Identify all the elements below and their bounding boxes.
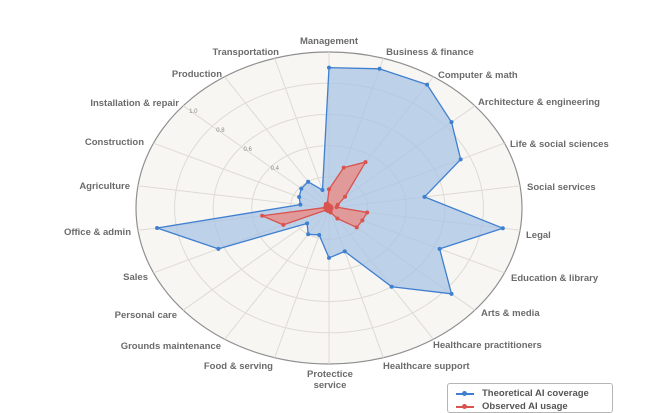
grid-spoke — [182, 207, 330, 311]
data-point — [320, 188, 325, 193]
data-point — [341, 165, 346, 170]
data-point — [334, 205, 339, 210]
data-point — [389, 284, 394, 289]
radar-chart: 0.4 0.6 0.8 1.0 Management Business & financ… — [64, 36, 609, 391]
grid-spoke — [137, 185, 330, 209]
category-label: service — [314, 380, 347, 391]
radial-tick-labels: 0.4 0.6 0.8 1.0 — [189, 109, 279, 172]
data-point — [437, 246, 442, 251]
data-point — [363, 160, 368, 165]
category-label: Social services — [527, 182, 596, 193]
data-point — [377, 66, 382, 71]
data-point — [335, 216, 340, 221]
legend-label: Theoretical AI coverage — [482, 388, 589, 399]
series-theoretical — [155, 65, 505, 296]
data-point — [500, 226, 505, 231]
grid-spoke — [274, 58, 330, 209]
category-label: Education & library — [511, 273, 599, 284]
data-point — [298, 202, 303, 207]
category-label: Computer & math — [438, 70, 518, 81]
data-point — [327, 255, 331, 260]
data-point — [281, 222, 286, 227]
tick-label: 1.0 — [189, 109, 198, 115]
data-point — [216, 246, 221, 251]
category-label: Business & finance — [386, 47, 474, 58]
data-point — [297, 194, 302, 199]
category-label: Healthcare practitioners — [433, 340, 542, 351]
category-label: Sales — [123, 272, 148, 283]
category-label: Arts & media — [481, 308, 540, 319]
tick-label: 0.8 — [216, 128, 225, 134]
data-point — [343, 194, 348, 199]
category-label: Agriculture — [79, 181, 130, 192]
data-point — [360, 218, 365, 223]
data-point — [305, 221, 310, 226]
data-point — [354, 225, 359, 230]
category-label: Protectice — [307, 369, 353, 380]
category-label: Food & serving — [204, 361, 273, 372]
data-point — [306, 232, 311, 237]
legend-item-theoretical: Theoretical AI coverage — [456, 388, 589, 399]
data-series — [155, 65, 505, 296]
category-label: Grounds maintenance — [121, 341, 221, 352]
line-marker-icon — [456, 390, 474, 396]
data-point — [306, 179, 311, 184]
data-point — [327, 65, 331, 70]
category-label: Legal — [526, 230, 551, 241]
category-label: Healthcare support — [383, 361, 470, 372]
data-point — [260, 213, 265, 218]
data-point — [155, 225, 160, 230]
category-label: Personal care — [115, 310, 177, 321]
legend-item-observed: Observed AI usage — [456, 401, 568, 412]
category-label: Construction — [85, 137, 144, 148]
tick-label: 0.6 — [243, 147, 252, 153]
data-point — [449, 291, 454, 296]
chart-legend: Theoretical AI coverage Observed AI usag… — [447, 383, 613, 413]
center-marker — [324, 203, 334, 213]
data-point — [458, 157, 463, 162]
category-label: Life & social sciences — [510, 139, 609, 150]
data-point — [317, 232, 322, 237]
category-label: Production — [172, 69, 222, 80]
data-point — [425, 82, 430, 87]
data-point — [327, 187, 331, 192]
category-label: Transportation — [212, 47, 279, 58]
data-point — [422, 194, 427, 199]
data-point — [365, 210, 370, 215]
category-label: Installation & repair — [90, 98, 179, 109]
data-point — [342, 249, 347, 254]
data-point — [299, 186, 304, 191]
category-labels: Management Business & finance Computer & m… — [64, 36, 609, 391]
category-label: Office & admin — [64, 227, 131, 238]
data-point — [449, 120, 454, 125]
line-marker-icon — [456, 403, 474, 409]
category-label: Architecture & engineering — [478, 97, 600, 108]
category-label: Management — [300, 36, 359, 47]
legend-label: Observed AI usage — [482, 401, 568, 412]
tick-label: 0.4 — [271, 166, 280, 172]
